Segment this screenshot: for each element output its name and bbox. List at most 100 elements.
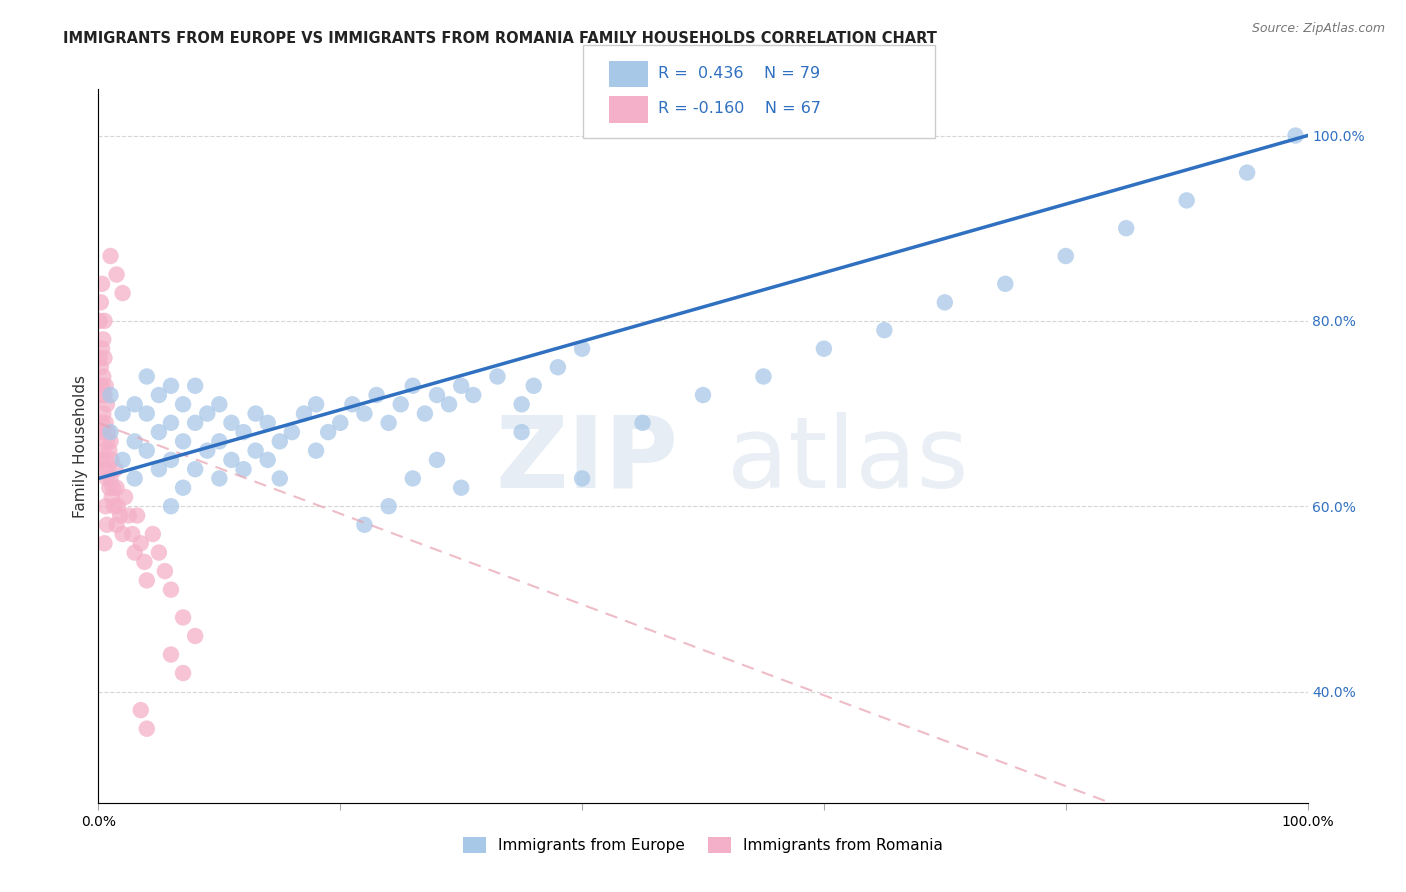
Point: [96, 397, 118, 411]
Point: [172, 397, 194, 411]
Point: [93, 314, 115, 328]
Point: [752, 369, 775, 384]
Text: Source: ZipAtlas.com: Source: ZipAtlas.com: [1251, 22, 1385, 36]
Point: [124, 434, 146, 449]
Point: [111, 286, 134, 301]
Point: [486, 369, 509, 384]
Point: [208, 397, 231, 411]
Point: [89, 314, 111, 328]
Point: [135, 443, 157, 458]
Point: [135, 407, 157, 421]
Point: [96, 471, 118, 485]
Point: [93, 351, 115, 365]
Point: [160, 500, 183, 514]
Point: [100, 453, 122, 467]
Point: [91, 443, 114, 458]
Point: [160, 416, 183, 430]
Point: [89, 351, 111, 365]
Point: [93, 425, 115, 439]
Point: [105, 481, 128, 495]
Point: [402, 378, 425, 392]
Point: [91, 342, 114, 356]
Point: [366, 388, 388, 402]
Point: [103, 500, 125, 514]
Point: [389, 397, 412, 411]
Point: [377, 500, 399, 514]
Point: [100, 388, 122, 402]
Point: [91, 333, 114, 347]
Point: [153, 564, 176, 578]
Point: [245, 443, 267, 458]
Point: [208, 434, 231, 449]
Point: [148, 388, 170, 402]
Point: [463, 388, 485, 402]
Point: [342, 397, 364, 411]
Point: [232, 425, 254, 439]
Point: [101, 481, 124, 495]
Point: [124, 471, 146, 485]
Point: [450, 481, 472, 495]
Point: [547, 360, 569, 375]
Point: [127, 508, 149, 523]
Point: [134, 555, 156, 569]
Text: R =  0.436    N = 79: R = 0.436 N = 79: [658, 66, 820, 80]
Point: [100, 249, 122, 263]
Point: [94, 416, 117, 430]
Point: [105, 517, 128, 532]
Point: [510, 397, 533, 411]
Point: [135, 369, 157, 384]
Point: [111, 527, 134, 541]
Point: [813, 342, 835, 356]
Point: [100, 490, 122, 504]
Point: [93, 388, 115, 402]
Point: [692, 388, 714, 402]
Point: [305, 443, 328, 458]
Point: [437, 397, 460, 411]
Point: [111, 453, 134, 467]
Point: [221, 453, 243, 467]
Point: [413, 407, 436, 421]
Point: [160, 378, 183, 392]
Point: [523, 378, 546, 392]
Point: [91, 369, 114, 384]
Text: IMMIGRANTS FROM EUROPE VS IMMIGRANTS FROM ROMANIA FAMILY HOUSEHOLDS CORRELATION : IMMIGRANTS FROM EUROPE VS IMMIGRANTS FRO…: [63, 31, 938, 46]
Point: [1054, 249, 1077, 263]
Point: [292, 407, 315, 421]
Point: [195, 443, 218, 458]
Point: [426, 453, 449, 467]
Point: [98, 481, 121, 495]
Point: [631, 416, 654, 430]
Point: [934, 295, 956, 310]
Point: [450, 378, 472, 392]
Point: [135, 722, 157, 736]
Point: [93, 462, 115, 476]
Point: [402, 471, 425, 485]
Point: [124, 545, 146, 559]
Point: [305, 397, 328, 411]
Point: [269, 471, 291, 485]
Point: [256, 416, 278, 430]
Point: [129, 536, 152, 550]
Point: [118, 508, 141, 523]
Point: [221, 416, 243, 430]
Point: [93, 536, 115, 550]
Point: [90, 295, 112, 310]
Point: [269, 434, 291, 449]
Point: [195, 407, 218, 421]
Point: [105, 268, 128, 282]
Y-axis label: Family Households: Family Households: [73, 375, 89, 517]
Point: [100, 434, 122, 449]
Text: atlas: atlas: [727, 412, 969, 508]
Point: [571, 342, 593, 356]
Point: [160, 648, 183, 662]
Point: [91, 378, 114, 392]
Point: [1236, 166, 1258, 180]
Point: [100, 425, 122, 439]
Point: [184, 378, 207, 392]
Point: [160, 582, 183, 597]
Point: [96, 517, 118, 532]
Text: R = -0.160    N = 67: R = -0.160 N = 67: [658, 102, 821, 116]
Point: [90, 360, 112, 375]
Point: [100, 471, 122, 485]
Point: [994, 277, 1017, 291]
